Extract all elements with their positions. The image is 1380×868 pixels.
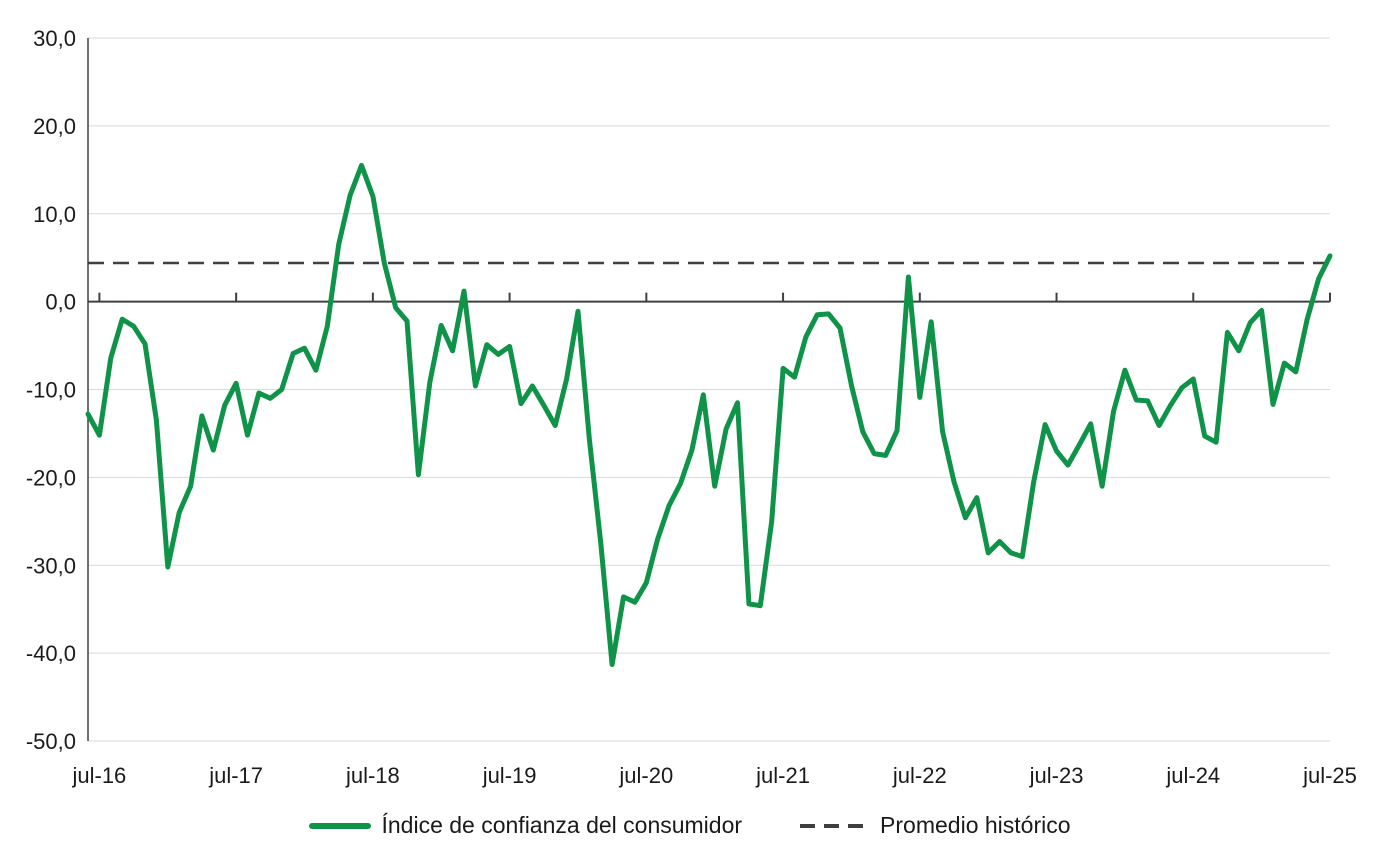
y-axis-tick-label: 20,0 bbox=[33, 114, 76, 139]
x-axis-tick-label: jul-23 bbox=[1029, 763, 1084, 788]
x-axis-tick-label: jul-21 bbox=[755, 763, 810, 788]
legend-label-confidence-index: Índice de confianza del consumidor bbox=[381, 812, 743, 838]
x-axis-tick-label: jul-22 bbox=[892, 763, 947, 788]
legend-item-confidence-index: Índice de confianza del consumidor bbox=[309, 812, 742, 839]
x-axis-tick-label: jul-17 bbox=[208, 763, 263, 788]
y-axis-tick-label: -40,0 bbox=[26, 641, 76, 666]
x-axis-tick-label: jul-25 bbox=[1302, 763, 1357, 788]
y-axis-tick-label: 30,0 bbox=[33, 26, 76, 51]
y-axis-tick-label: -30,0 bbox=[26, 553, 76, 578]
confidence-index-line bbox=[85, 162, 1333, 667]
green-line-swatch-icon bbox=[309, 822, 372, 829]
y-axis-tick-label: 10,0 bbox=[33, 202, 76, 227]
chart-legend: Índice de confianza del consumidor Prome… bbox=[0, 812, 1380, 839]
x-axis-tick-label: jul-16 bbox=[71, 763, 126, 788]
y-axis-tick-label: -10,0 bbox=[26, 378, 76, 403]
x-axis-tick-label: jul-19 bbox=[482, 763, 537, 788]
chart-canvas: 30,0 20,0 10,0 0,0 -10,0 -20,0 -30,0 -40,0 -50,0… bbox=[26, 26, 1357, 788]
legend-label-historical-average: Promedio histórico bbox=[880, 812, 1071, 838]
y-axis-tick-label: 0,0 bbox=[45, 290, 76, 315]
x-axis-tick-label: jul-20 bbox=[618, 763, 673, 788]
x-axis-tick-label: jul-18 bbox=[345, 763, 400, 788]
y-axis-tick-label: -20,0 bbox=[26, 465, 76, 490]
x-axis-tick-label: jul-24 bbox=[1165, 763, 1220, 788]
dashed-line-swatch-icon bbox=[800, 823, 871, 828]
y-axis-tick-label: -50,0 bbox=[26, 729, 76, 754]
legend-item-historical-average: Promedio histórico bbox=[800, 812, 1071, 839]
